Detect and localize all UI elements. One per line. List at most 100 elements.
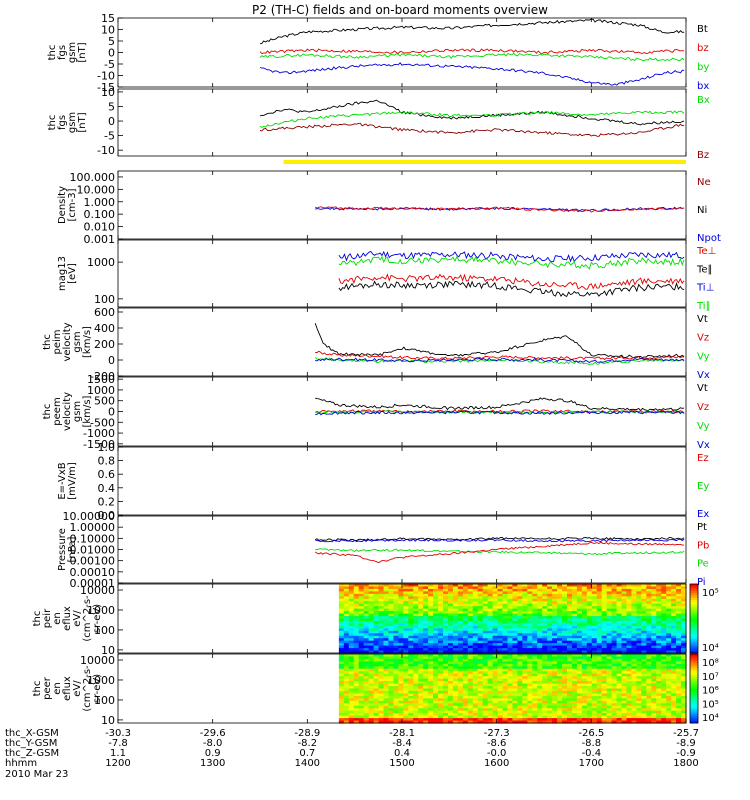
spectrogram-cell bbox=[467, 686, 474, 690]
spectrogram-cell bbox=[646, 643, 652, 647]
spectrogram-cell bbox=[626, 611, 633, 615]
spectrogram-cell bbox=[482, 666, 489, 670]
spectrogram-cell bbox=[487, 663, 494, 667]
spectrogram-cell bbox=[552, 603, 558, 607]
spectrogram-cell bbox=[368, 616, 375, 620]
y-tick-label: 0 bbox=[108, 354, 115, 367]
spectrogram-cell bbox=[353, 676, 360, 680]
spectrogram-cell bbox=[571, 620, 578, 625]
spectrogram-cell bbox=[562, 700, 568, 704]
spectrogram-cell bbox=[378, 643, 385, 647]
spectrogram-cell bbox=[393, 678, 399, 682]
spectrogram-cell bbox=[571, 718, 578, 722]
spectrogram-cell bbox=[368, 661, 375, 665]
spectrogram-cell bbox=[368, 688, 375, 692]
spectrogram-cell bbox=[522, 613, 528, 617]
series-line bbox=[315, 410, 685, 415]
spectrogram-cell bbox=[368, 693, 375, 697]
spectrogram-cell bbox=[452, 601, 459, 605]
spectrogram-cell bbox=[338, 698, 345, 702]
spectrogram-cell bbox=[512, 611, 519, 615]
spectrogram-cell bbox=[576, 683, 583, 687]
spectrogram-cell bbox=[542, 656, 548, 660]
spectrogram-cell bbox=[383, 635, 390, 639]
ephemeris-value: -0.0 bbox=[487, 748, 507, 759]
spectrogram-cell bbox=[433, 648, 439, 652]
spectrogram-cell bbox=[562, 591, 568, 595]
spectrogram-cell bbox=[626, 591, 633, 595]
spectrogram-cell bbox=[438, 635, 444, 639]
spectrogram-cell bbox=[596, 630, 603, 634]
spectrogram-cell bbox=[661, 698, 667, 702]
spectrogram-cell bbox=[353, 598, 360, 602]
spectrogram-cell bbox=[616, 606, 623, 610]
spectrogram-cell bbox=[532, 640, 538, 644]
spectrogram-cell bbox=[601, 648, 608, 652]
spectrogram-cell bbox=[408, 663, 414, 667]
spectrogram-cell bbox=[517, 673, 523, 677]
spectrogram-cell bbox=[368, 698, 375, 702]
spectrogram-cell bbox=[671, 625, 677, 629]
spectrogram-cell bbox=[457, 591, 464, 595]
spectrogram-cell bbox=[651, 611, 657, 615]
spectrogram-cell bbox=[512, 650, 519, 654]
spectrogram-cell bbox=[373, 713, 380, 717]
spectrogram-cell bbox=[423, 650, 429, 654]
spectrogram-cell bbox=[482, 681, 489, 685]
spectrogram-cell bbox=[452, 618, 459, 622]
spectrogram-cell bbox=[348, 678, 355, 682]
spectrogram-cell bbox=[571, 584, 578, 588]
spectrogram-cell bbox=[537, 703, 543, 707]
spectrogram-cell bbox=[423, 611, 429, 615]
spectrogram-cell bbox=[423, 613, 429, 617]
spectrogram-cell bbox=[576, 611, 583, 615]
spectrogram-cell bbox=[502, 713, 509, 717]
spectrogram-cell bbox=[542, 720, 548, 724]
spectrogram-cell bbox=[636, 606, 642, 610]
spectrogram-cell bbox=[408, 625, 414, 629]
spectrogram-cell bbox=[393, 700, 399, 704]
spectrogram-cell bbox=[522, 633, 528, 637]
spectrogram-cell bbox=[403, 673, 409, 677]
spectrogram-cell bbox=[621, 648, 628, 652]
spectrogram-cell bbox=[522, 616, 528, 620]
spectrogram-cell bbox=[338, 625, 345, 629]
spectrogram-cell bbox=[423, 668, 429, 672]
spectrogram-cell bbox=[388, 703, 395, 707]
spectrogram-cell bbox=[418, 613, 424, 617]
spectrogram-cell bbox=[502, 648, 509, 652]
spectrogram-cell bbox=[651, 616, 657, 620]
spectrogram-cell bbox=[507, 676, 514, 680]
spectrogram-cell bbox=[497, 630, 504, 634]
spectrogram-cell bbox=[636, 718, 642, 722]
spectrogram-cell bbox=[527, 654, 533, 658]
spectrogram-cell bbox=[557, 608, 563, 612]
spectrogram-cell bbox=[358, 584, 365, 588]
spectrogram-cell bbox=[641, 713, 647, 717]
spectrogram-cell bbox=[601, 681, 608, 685]
spectrogram-cell bbox=[433, 628, 439, 632]
spectrogram-cell bbox=[447, 715, 454, 719]
spectrogram-cell bbox=[591, 616, 598, 620]
spectrogram-cell bbox=[547, 603, 553, 607]
panel-frame bbox=[117, 239, 687, 308]
y-tick-label: 1000 bbox=[87, 604, 115, 617]
spectrogram-cell bbox=[447, 693, 454, 697]
spectrogram-cell bbox=[522, 718, 528, 722]
spectrogram-cell bbox=[537, 588, 543, 592]
spectrogram-cell bbox=[353, 710, 360, 714]
spectrogram-cell bbox=[562, 645, 568, 649]
y-tick-label: 10 bbox=[101, 86, 115, 99]
spectrogram-cell bbox=[586, 688, 593, 692]
spectrogram-cell bbox=[517, 693, 523, 697]
spectrogram-cell bbox=[562, 625, 568, 629]
spectrogram-cell bbox=[681, 648, 687, 652]
spectrogram-cell bbox=[636, 593, 642, 597]
spectrogram-cell bbox=[348, 620, 355, 625]
spectrogram-cell bbox=[472, 588, 479, 592]
spectrogram-cell bbox=[443, 713, 449, 717]
spectrogram-cell bbox=[388, 686, 395, 690]
spectrogram-cell bbox=[636, 661, 642, 665]
spectrogram-cell bbox=[547, 643, 553, 647]
spectrogram-cell bbox=[626, 633, 633, 637]
